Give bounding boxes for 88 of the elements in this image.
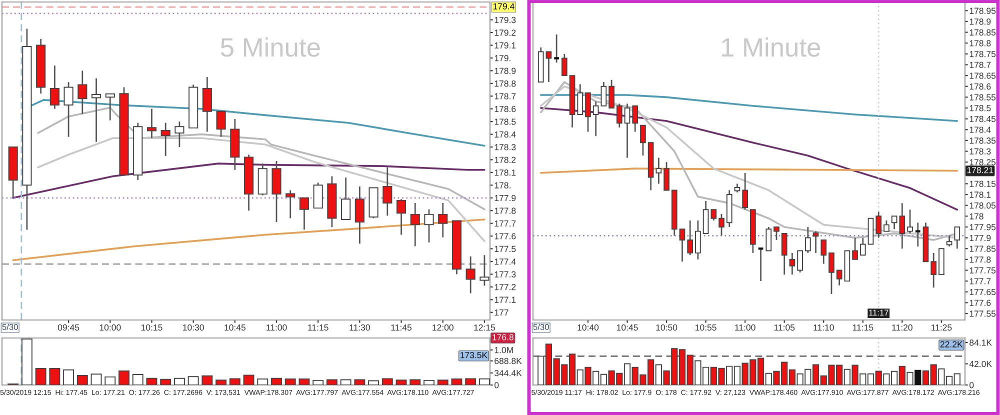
y-tick-label: 42.0K [969, 360, 992, 368]
y-tick-label: 178.25 [970, 159, 996, 166]
y-tick-label: 84.1K [970, 340, 992, 346]
x-tick-label: 11:30 [350, 324, 370, 331]
x-tick-label: 11:05 [774, 324, 795, 331]
y-tick-label: 178.9 [970, 18, 991, 25]
y-tick-label: 178 [970, 213, 984, 220]
y-tick-label: 178.15 [970, 180, 996, 187]
y-tick-label: 177.7 [494, 220, 516, 226]
x-tick-label: 11:10 [814, 324, 834, 331]
x-tick-label: 11:00 [266, 324, 287, 331]
x-tick-label: 09:45 [58, 324, 80, 331]
y-tick-label: 178.7 [970, 62, 991, 68]
x-tick-label: 11:15 [308, 324, 328, 331]
y-tick-label: 177.75 [970, 267, 996, 274]
x-tick-label: 10:45 [616, 324, 638, 331]
y-tick-label: 0 [494, 382, 499, 388]
y-tick-label: 177.6 [494, 233, 516, 240]
x-tick-label: 11:15 [852, 324, 874, 331]
x-tick-label: 10:00 [100, 324, 121, 331]
y-tick-label: 178.75 [970, 50, 996, 58]
y-tick-label: 178.6 [494, 106, 516, 112]
y-tick-label: 178.85 [970, 29, 996, 36]
y-tick-label: 177.5 [494, 246, 516, 252]
y-tick-label: 179.3 [494, 16, 516, 24]
y-tick-label: 688.8K [494, 358, 522, 364]
y-tick-label: 177.3 [494, 271, 516, 278]
y-tick-label: 177.6 [970, 300, 991, 306]
y-tick-label: 178.2 [494, 156, 516, 163]
y-tick-label: 177.55 [970, 310, 996, 317]
y-tick-label: 177.4 [494, 258, 516, 265]
y-tick-label: 178.1 [494, 170, 516, 176]
y-tick-label: 177.85 [970, 246, 996, 252]
x-tick-label: 11:45 [391, 324, 412, 331]
y-tick-label: 178.3 [970, 148, 991, 155]
ref-line-label: 179.4 [493, 3, 514, 10]
y-tick-label: 177.8 [970, 256, 991, 263]
y-tick-label: 178.35 [970, 138, 996, 144]
y-tick-label: 179. [494, 55, 510, 62]
x-tick-label: 10:45 [224, 324, 246, 331]
y-tick-label: 178.95 [970, 8, 996, 14]
y-tick-label: 177.7 [970, 278, 991, 284]
y-tick-label: 177.65 [970, 288, 996, 296]
y-tick-label: 178.8 [970, 40, 991, 46]
y-tick-label: 178.3 [494, 144, 516, 150]
y-tick-label: 177.9 [970, 234, 991, 242]
y-tick-label: 178.65 [970, 72, 996, 79]
y-tick-label: 178.45 [970, 116, 996, 122]
x-tick-label: 10:15 [141, 324, 162, 331]
y-tick-label: 178.7 [494, 93, 516, 100]
y-tick-label: 344.4K [494, 370, 522, 376]
y-tick-label: 179.1 [494, 42, 516, 49]
x-tick-label: 10:40 [578, 324, 599, 331]
y-tick-label: 178.9 [494, 68, 516, 74]
y-tick-label: 178.4 [970, 126, 991, 133]
y-tick-label: 178.55 [970, 94, 996, 100]
y-tick-label: 177.8 [494, 208, 516, 214]
y-tick-label: 177.95 [970, 224, 996, 230]
x-tick-label: 12:00 [432, 324, 454, 331]
y-tick-label: 0 [970, 382, 974, 388]
y-tick-label: 179.2 [494, 30, 516, 36]
y-tick-label: 178.05 [970, 202, 996, 209]
text: 5/30 [2, 324, 18, 330]
x-tick-label: 11:00 [735, 324, 756, 331]
y-tick-label: 177 [494, 310, 508, 316]
y-tick-label: 177.9 [494, 194, 516, 202]
y-tick-label: 178.6 [970, 83, 991, 90]
x-tick-label: 10:55 [696, 324, 716, 331]
y-tick-label: 178.8 [494, 80, 516, 87]
y-tick-label: 1.0M [494, 346, 513, 354]
ref-line-label: 11:17 [869, 310, 888, 316]
y-tick-label: 177.2 [494, 284, 516, 290]
y-tick-label: 178. [494, 182, 510, 188]
y-tick-label: 178.5 [494, 118, 516, 125]
x-tick-label: 11:25 [931, 324, 952, 331]
text: 5/30 [533, 324, 549, 330]
annotation: 173.5K [460, 352, 488, 358]
x-tick-label: 12:15 [474, 324, 496, 331]
text: 176.8 [492, 334, 514, 340]
y-tick-label: 178.5 [970, 105, 991, 112]
y-tick-label: 178.1 [970, 192, 991, 198]
y-tick-label: 177.1 [494, 296, 516, 303]
y-tick-label: 178.4 [494, 131, 516, 138]
x-tick-label: 10:30 [183, 324, 204, 331]
text: 178.21 [967, 167, 994, 174]
x-tick-label: 10:50 [656, 324, 678, 331]
x-tick-label: 11:20 [892, 324, 912, 331]
annotation: 22.2K [940, 341, 963, 348]
